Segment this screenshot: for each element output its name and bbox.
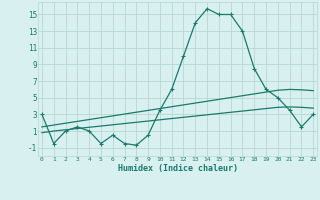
X-axis label: Humidex (Indice chaleur): Humidex (Indice chaleur) [118, 164, 238, 173]
